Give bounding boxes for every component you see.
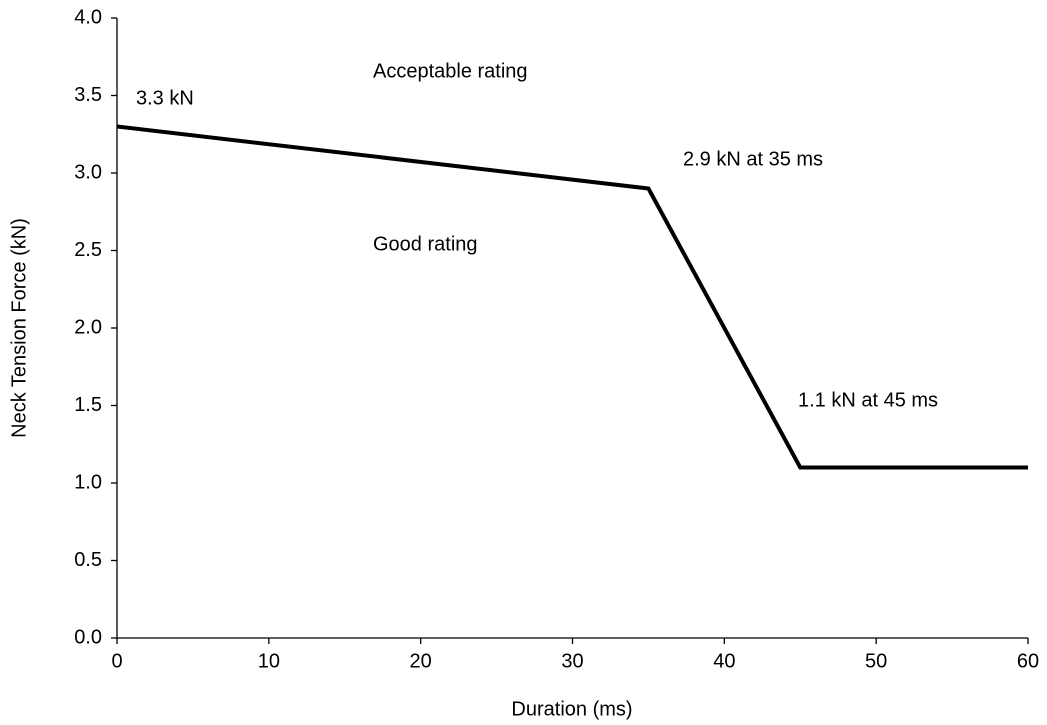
- y-tick-label: 3.5: [74, 84, 102, 106]
- x-tick-label: 50: [865, 650, 887, 672]
- x-tick-label: 10: [258, 650, 280, 672]
- data-line: [116, 124, 1028, 470]
- annotation: 3.3 kN: [136, 87, 194, 109]
- x-tick-label: 40: [713, 650, 735, 672]
- y-tick-label: 3.0: [74, 161, 102, 183]
- x-axis-label: Duration (ms): [511, 698, 632, 720]
- y-tick-label: 1.0: [74, 471, 102, 493]
- annotation: Acceptable rating: [373, 60, 528, 82]
- y-tick-label: 2.5: [74, 239, 102, 261]
- y-tick-label: 1.5: [74, 394, 102, 416]
- y-tick-label: 0.5: [74, 549, 102, 571]
- y-tick-label: 2.0: [74, 316, 102, 338]
- x-tick-label: 20: [410, 650, 432, 672]
- x-tick-label: 0: [111, 650, 122, 672]
- annotation: Good rating: [373, 233, 478, 255]
- x-tick-label: 60: [1017, 650, 1039, 672]
- annotation: 2.9 kN at 35 ms: [683, 148, 823, 170]
- x-tick-label: 30: [561, 650, 583, 672]
- y-tick-label: 4.0: [74, 6, 102, 28]
- y-tick-label: 0.0: [74, 626, 102, 648]
- annotation: 1.1 kN at 45 ms: [798, 389, 938, 411]
- y-axis-label: Neck Tension Force (kN): [8, 218, 30, 438]
